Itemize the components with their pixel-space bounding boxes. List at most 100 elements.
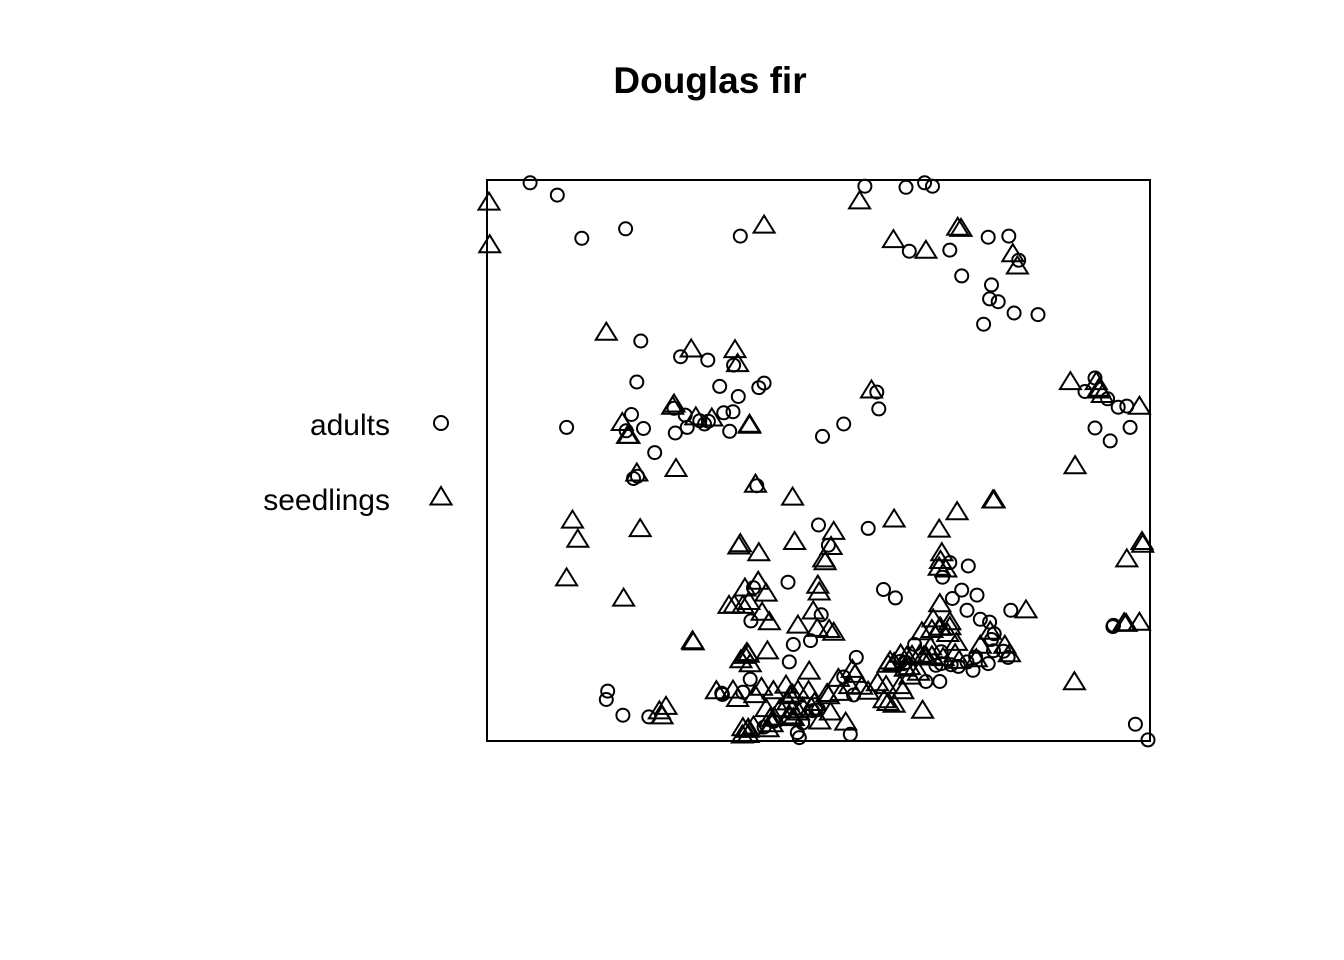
- seedlings-point-53: [926, 555, 952, 576]
- seedlings-point-165: [894, 645, 919, 665]
- adults-point-49: [871, 401, 887, 417]
- adults-point-43: [722, 423, 738, 439]
- adults-point-12: [1001, 228, 1017, 244]
- adults-point-59: [1122, 419, 1138, 435]
- seedlings-point-8: [1000, 242, 1026, 263]
- adults-point-20: [1030, 307, 1046, 323]
- seedlings-point-171: [944, 630, 969, 651]
- seedlings-point-32: [1127, 394, 1152, 415]
- seedlings-point-130: [777, 704, 803, 725]
- seedlings-point-12: [722, 338, 748, 359]
- seedlings-point-108: [1130, 532, 1155, 553]
- seedlings-point-75: [737, 652, 763, 673]
- legend: adults seedlings: [263, 409, 454, 517]
- seedlings-point-151: [742, 683, 768, 704]
- seedlings-point-140: [833, 710, 858, 731]
- seedlings-point-37: [944, 500, 970, 521]
- seedlings-point-67: [785, 613, 811, 634]
- seedlings-point-155: [871, 688, 897, 709]
- adults-point-22: [629, 374, 645, 390]
- legend-symbol-triangle: [428, 485, 454, 506]
- seedlings-point-62: [716, 593, 742, 614]
- seedlings-point-38: [881, 507, 907, 528]
- seedlings-point-148: [680, 630, 706, 651]
- adults-point-115: [791, 730, 807, 746]
- seedlings-point-41: [565, 527, 591, 548]
- seedlings-point-43: [554, 566, 579, 587]
- seedlings-point-131: [781, 706, 806, 727]
- seedlings-point-128: [802, 691, 827, 711]
- adults-point-120: [714, 686, 730, 702]
- adults-point-118: [615, 707, 631, 723]
- seedlings-point-94: [964, 647, 989, 668]
- seedlings-point-45: [782, 530, 807, 550]
- adults-point-63: [780, 574, 796, 590]
- adults-point-39: [667, 425, 683, 441]
- seedlings-point-172: [918, 635, 943, 656]
- adults-point-32: [647, 445, 663, 461]
- adults-point-0: [522, 175, 538, 191]
- seedlings-point-111: [828, 680, 854, 701]
- adults-point-121: [1127, 716, 1143, 732]
- adults-point-57: [1087, 420, 1103, 436]
- seedlings-point-26: [859, 378, 884, 399]
- seedlings-point-9: [1005, 254, 1030, 275]
- adults-point-103: [781, 654, 797, 670]
- adults-point-116: [600, 683, 616, 699]
- seedlings-point-65: [749, 600, 775, 621]
- seedlings-point-119: [704, 679, 729, 700]
- adults-point-21: [633, 333, 649, 349]
- seedlings-point-59: [753, 581, 779, 602]
- adults-point-117: [598, 692, 614, 707]
- seedlings-point-157: [881, 692, 907, 713]
- seedlings-point-174: [919, 618, 945, 638]
- adults-point-80: [986, 643, 1001, 659]
- plot-frame: [486, 179, 1151, 742]
- seedlings-point-49: [726, 534, 752, 555]
- seedlings-point-48: [728, 532, 753, 553]
- seedlings-point-149: [653, 694, 679, 715]
- seedlings-point-25: [743, 472, 768, 493]
- adults-point-97: [813, 607, 829, 623]
- seedlings-point-11: [678, 337, 704, 358]
- adults-point-122: [1140, 732, 1156, 748]
- seedlings-point-160: [890, 679, 915, 700]
- adults-point-13: [954, 268, 970, 284]
- chart-title: Douglas fir: [613, 60, 806, 101]
- adults-point-114: [842, 726, 858, 742]
- seedlings-point-134: [761, 705, 787, 726]
- adults-point-8: [925, 178, 940, 194]
- seedlings-point-17: [699, 406, 725, 427]
- seedlings-point-29: [1084, 370, 1109, 391]
- seedlings-point-166: [899, 643, 925, 664]
- seedlings-point-163: [877, 649, 903, 670]
- seedlings-point-52: [812, 550, 838, 571]
- seedlings-point-2: [847, 189, 872, 210]
- seedlings-point-77: [735, 642, 761, 663]
- adults-point-91: [918, 674, 934, 689]
- seedlings-point-46: [821, 519, 846, 540]
- adults-point-102: [785, 637, 801, 652]
- seedlings-point-36: [780, 485, 805, 506]
- seedlings-point-161: [837, 674, 862, 695]
- seedlings-point-147: [647, 699, 672, 720]
- adults-point-98: [803, 633, 818, 649]
- seedlings-point-150: [725, 687, 750, 707]
- adults-point-47: [559, 419, 575, 435]
- seedlings-point-39: [926, 517, 952, 538]
- adults-point-72: [944, 591, 960, 606]
- seedlings-point-109: [842, 662, 868, 683]
- seedlings-point-31: [1090, 383, 1115, 403]
- adults-point-74: [972, 611, 988, 627]
- seedlings-point-93: [946, 648, 972, 669]
- seedlings-point-50: [746, 541, 772, 562]
- adults-point-16: [990, 294, 1006, 310]
- seedlings-point-15: [660, 394, 685, 415]
- adults-point-104: [742, 671, 758, 687]
- seedlings-point-20: [616, 423, 642, 444]
- seedlings-point-98: [997, 642, 1022, 663]
- adults-point-70: [954, 582, 970, 598]
- adults-point-4: [732, 228, 748, 244]
- adults-point-42: [716, 405, 732, 421]
- seedlings-point-1: [477, 233, 502, 254]
